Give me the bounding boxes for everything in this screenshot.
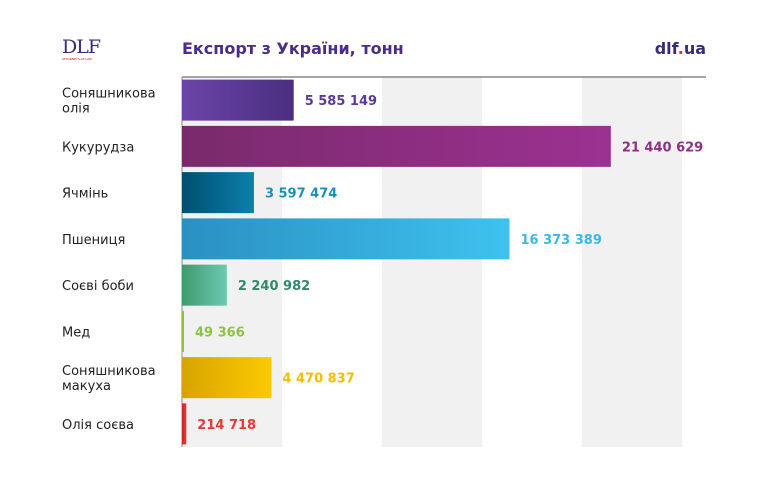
logo-subtitle: ATTORNEYS-AT-LAW [62, 57, 92, 61]
value-label: 5 585 149 [305, 94, 377, 109]
site-tld: ua [683, 39, 706, 58]
bar [182, 310, 184, 352]
value-label: 49 366 [195, 325, 245, 340]
category-label: Ячмінь [62, 187, 108, 202]
category-label: Мед [62, 325, 90, 340]
value-label: 3 597 474 [265, 187, 337, 202]
site-name: dlf [654, 39, 678, 58]
bar [182, 125, 611, 167]
bar [182, 172, 254, 214]
category-label: Соняшникова олія [62, 87, 156, 117]
category-label: Пшениця [62, 233, 125, 248]
value-label: 214 718 [197, 418, 256, 433]
bar [182, 218, 510, 260]
value-label: 21 440 629 [622, 140, 703, 155]
bar [182, 403, 187, 445]
site-dot: . [677, 39, 684, 58]
value-label: 2 240 982 [238, 279, 310, 294]
category-label: Олія соєва [62, 418, 134, 433]
category-label: Соєві боби [62, 279, 134, 294]
bar [182, 357, 272, 399]
bar [182, 264, 227, 306]
chart-title: Експорт з України, тонн [182, 39, 404, 58]
category-label: Кукурудза [62, 140, 134, 155]
value-label: 16 373 389 [520, 233, 601, 248]
site-link: dlf.ua [655, 39, 706, 58]
dlf-logo: DLF ATTORNEYS-AT-LAW [62, 36, 101, 61]
bar [182, 79, 294, 121]
value-label: 4 470 837 [282, 372, 354, 387]
logo-text: DLF [62, 36, 101, 58]
category-label: Соняшникова макуха [62, 364, 156, 394]
